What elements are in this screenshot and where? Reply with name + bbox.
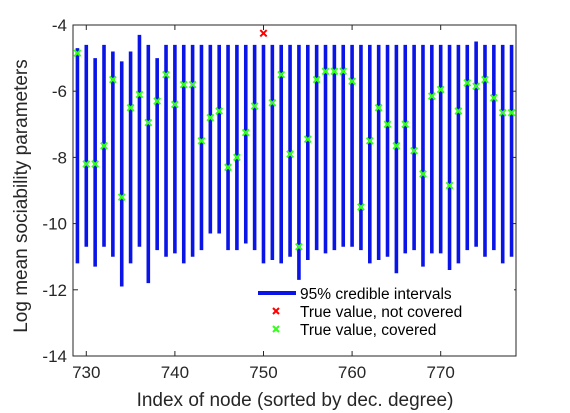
true-value-covered-marker [241,128,250,137]
true-value-covered-marker [277,70,286,79]
true-value-covered-marker [401,120,410,129]
true-value-covered-marker [410,146,419,155]
credible-intervals [75,34,514,287]
true-value-covered-marker [365,136,374,145]
true-value-covered-marker [117,193,126,202]
y-tick-label: -10 [42,215,67,234]
true-value-covered-marker [427,92,436,101]
legend-interval-label: 95% credible intervals [300,286,452,303]
y-tick-label: -12 [42,281,67,300]
legend-not-covered-label: True value, not covered [300,304,462,321]
true-value-covered-marker [507,108,516,117]
true-value-covered-marker [498,108,507,117]
y-tick-label: -8 [52,148,67,167]
y-tick-label: -4 [52,16,67,35]
true-value-covered-marker [215,107,224,115]
true-value-markers [73,29,516,251]
true-value-covered-marker [463,79,472,87]
true-value-covered-marker [100,141,108,150]
true-value-covered-marker [153,97,162,106]
true-value-covered-marker [197,136,206,145]
x-axis-ticks: 730 740 750 760 770 [72,25,455,382]
true-value-covered-marker [321,67,330,76]
x-tick-label: 740 [161,363,189,382]
true-value-covered-marker [224,163,232,172]
true-value-covered-marker [383,120,392,129]
legend-covered-label: True value, covered [300,322,436,339]
legend-not-covered-marker [272,307,280,315]
true-value-covered-marker [91,160,100,168]
true-value-covered-marker [481,75,489,84]
true-value-covered-marker [445,181,454,190]
true-value-covered-marker [489,93,498,102]
true-value-covered-marker [250,102,259,111]
true-value-covered-marker [348,77,356,86]
true-value-covered-marker [179,80,188,89]
true-value-covered-marker [135,90,144,99]
legend-covered-marker [272,325,280,333]
true-value-covered-marker [472,82,481,91]
true-value-covered-marker [339,67,348,76]
true-value-covered-marker [206,113,215,122]
y-tick-label: -6 [52,82,67,101]
true-value-covered-marker [108,75,117,84]
true-value-covered-marker [126,103,135,112]
true-value-covered-marker [82,160,91,168]
true-value-covered-marker [357,203,365,211]
y-axis-label: Log mean sociability parameters [11,59,32,333]
true-value-covered-marker [73,49,82,58]
true-value-covered-marker [170,100,179,109]
x-tick-label: 750 [249,363,277,382]
true-value-covered-marker [162,70,170,79]
true-value-covered-marker [286,150,294,158]
legend: 95% credible intervals True value, not c… [252,282,514,342]
true-value-covered-marker [188,80,197,89]
true-value-covered-marker [268,98,277,107]
true-value-covered-marker [374,103,383,112]
x-tick-label: 730 [72,363,100,382]
true-value-covered-marker [454,107,463,115]
axes-box [72,24,517,357]
axes [72,24,517,357]
x-tick-label: 770 [427,363,455,382]
true-value-covered-marker [436,85,445,94]
true-value-covered-marker [312,75,321,84]
true-value-covered-marker [144,118,153,127]
true-value-covered-marker [392,141,401,150]
x-axis-label: Index of node (sorted by dec. degree) [137,390,454,411]
y-axis-ticks: -14 -12 -10 -8 -6 -4 [42,16,516,366]
x-tick-label: 760 [338,363,366,382]
true-value-not-covered-marker [259,29,268,38]
true-value-covered-marker [419,170,427,178]
y-tick-label: -14 [42,347,67,366]
true-value-covered-marker [233,153,241,162]
true-value-covered-marker [330,67,339,76]
true-value-covered-marker [295,242,303,251]
true-value-covered-marker [303,135,312,144]
